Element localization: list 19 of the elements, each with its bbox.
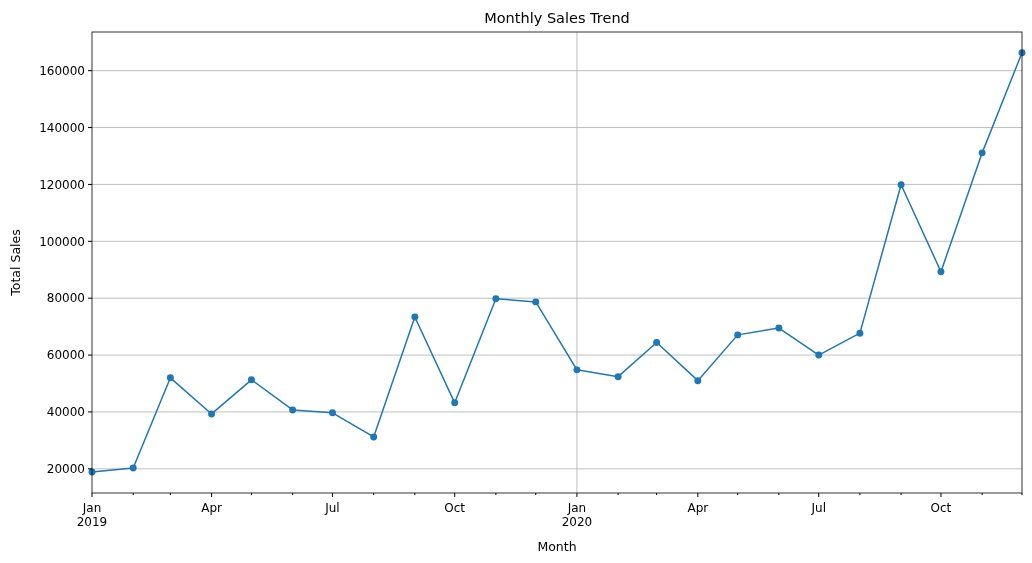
y-tick-label: 160000 [39, 63, 85, 78]
y-tick-label: 40000 [46, 405, 85, 420]
y-axis-title: Total Sales [8, 229, 23, 297]
x-tick-label: Jan 2020 [561, 501, 593, 530]
x-tick-label: Apr [687, 501, 709, 515]
x-axis-title: Month [537, 539, 577, 554]
x-tick-label: Jul [324, 501, 340, 515]
y-tick-label: 100000 [39, 234, 85, 249]
y-tick-label: 20000 [46, 462, 85, 477]
x-tick-label: Oct [444, 501, 466, 515]
y-tick-label: 60000 [46, 348, 85, 363]
x-tick-label: Jan 2019 [76, 501, 108, 530]
y-tick-label: 120000 [39, 177, 85, 192]
x-tick-label: Apr [201, 501, 223, 515]
y-tick-label: 140000 [39, 120, 85, 135]
x-tick-label: Jul [810, 501, 826, 515]
x-tick-label: Oct [930, 501, 952, 515]
chart-title: Monthly Sales Trend [484, 10, 630, 26]
y-tick-label: 80000 [46, 291, 85, 306]
